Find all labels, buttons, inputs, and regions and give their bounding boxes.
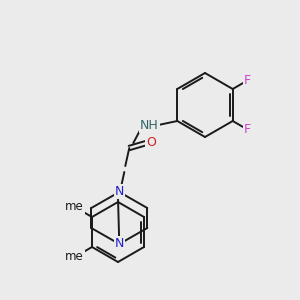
Text: F: F xyxy=(244,123,251,136)
Text: me: me xyxy=(65,250,84,263)
Text: N: N xyxy=(115,185,124,199)
Text: NH: NH xyxy=(140,119,159,133)
Text: O: O xyxy=(146,136,156,149)
Text: F: F xyxy=(244,74,251,87)
Text: me: me xyxy=(65,200,84,214)
Text: N: N xyxy=(115,238,124,250)
